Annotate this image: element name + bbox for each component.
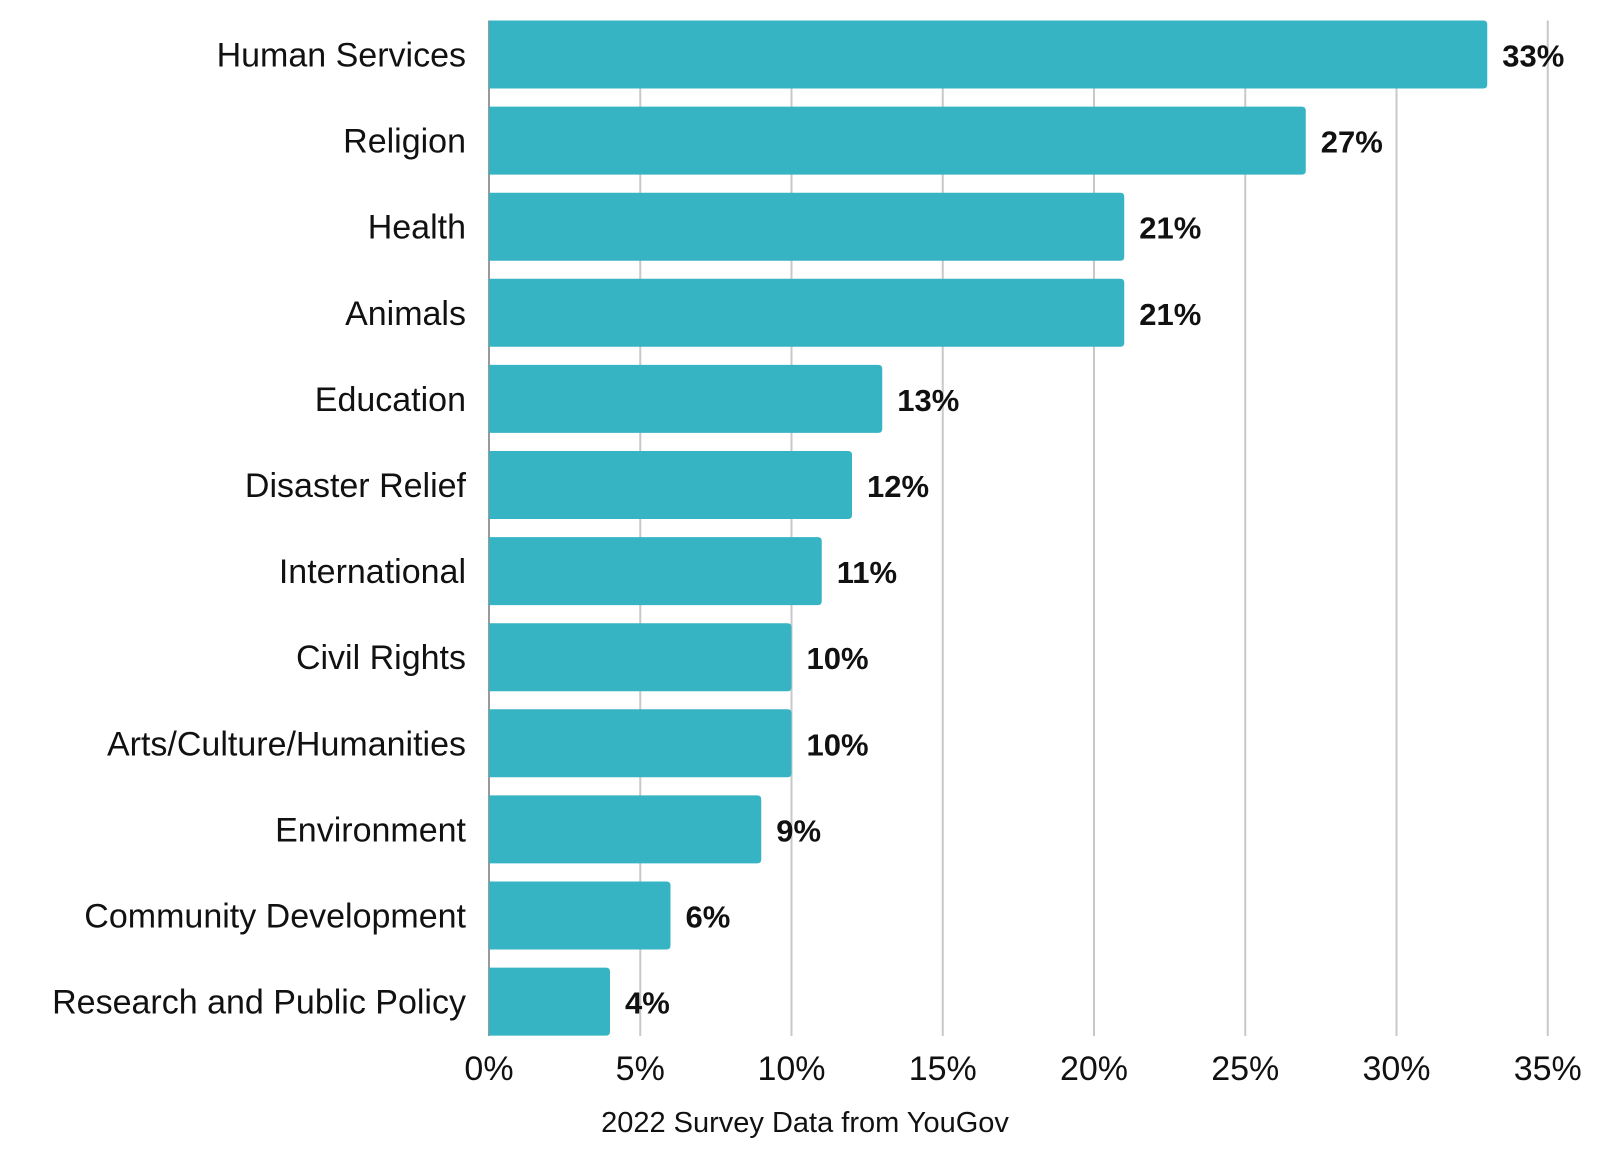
category-label: Research and Public Policy bbox=[52, 984, 466, 1022]
value-label: 10% bbox=[807, 727, 869, 762]
x-tick-label: 15% bbox=[909, 1050, 977, 1088]
value-labels: 33% 27% 21% 21% 13% 12% 11% 10% 10% 9% 6% 4% bbox=[625, 39, 1564, 1021]
x-tick-label: 5% bbox=[616, 1050, 665, 1088]
category-label: Human Services bbox=[217, 37, 466, 75]
x-tick-label: 20% bbox=[1060, 1050, 1128, 1088]
x-tick-label: 35% bbox=[1514, 1050, 1582, 1088]
value-label: 21% bbox=[1139, 211, 1201, 246]
bar bbox=[489, 795, 762, 864]
value-label: 4% bbox=[625, 986, 670, 1021]
bar bbox=[489, 20, 1488, 89]
category-label: Arts/Culture/Humanities bbox=[107, 725, 466, 763]
value-label: 11% bbox=[837, 555, 897, 590]
value-label: 13% bbox=[897, 383, 959, 418]
category-label: Civil Rights bbox=[296, 639, 466, 677]
value-label: 27% bbox=[1321, 125, 1383, 160]
bar bbox=[489, 192, 1125, 261]
bar bbox=[489, 967, 610, 1036]
gridlines bbox=[488, 20, 1549, 1036]
value-label: 33% bbox=[1502, 39, 1564, 74]
x-tick-label: 25% bbox=[1211, 1050, 1279, 1088]
x-tick-label: 0% bbox=[464, 1050, 513, 1088]
bars bbox=[489, 20, 1488, 1036]
category-label: Environment bbox=[275, 811, 466, 849]
category-label: Education bbox=[315, 381, 466, 419]
category-label: Disaster Relief bbox=[245, 467, 467, 505]
category-label: International bbox=[279, 553, 466, 591]
x-tick-labels: 0% 5% 10% 15% 20% 25% 30% 35% bbox=[464, 1050, 1581, 1088]
bar bbox=[489, 278, 1125, 347]
category-label: Religion bbox=[343, 123, 466, 161]
bar bbox=[489, 451, 852, 519]
bar bbox=[489, 709, 792, 778]
x-tick-label: 10% bbox=[757, 1050, 825, 1088]
x-axis-caption: 2022 Survey Data from YouGov bbox=[601, 1107, 1009, 1139]
category-label: Community Development bbox=[84, 898, 466, 936]
bar bbox=[489, 881, 671, 950]
bar bbox=[489, 106, 1306, 175]
category-label: Health bbox=[368, 209, 466, 247]
bar bbox=[489, 537, 822, 606]
bar bbox=[489, 364, 883, 433]
value-label: 6% bbox=[686, 900, 731, 935]
bar bbox=[489, 623, 792, 692]
value-label: 12% bbox=[867, 469, 929, 504]
category-labels: Human Services Religion Health Animals Educa… bbox=[52, 37, 466, 1022]
value-label: 10% bbox=[807, 641, 869, 676]
x-tick-label: 30% bbox=[1362, 1050, 1430, 1088]
value-label: 21% bbox=[1139, 297, 1201, 332]
value-label: 9% bbox=[776, 813, 821, 848]
category-label: Animals bbox=[345, 295, 466, 333]
